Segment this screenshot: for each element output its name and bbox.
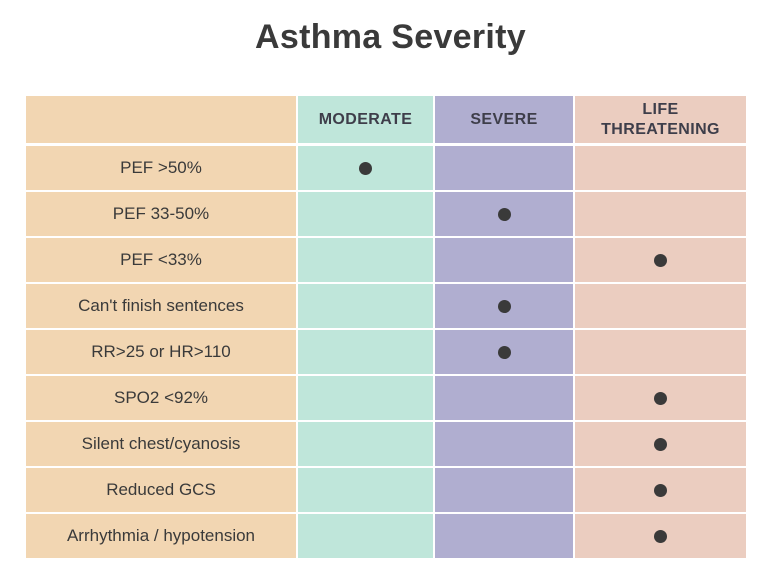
page-title: Asthma Severity	[255, 18, 526, 56]
severity-table: MODERATE SEVERE LIFE THREATENING PEF >50…	[26, 96, 746, 560]
severe-cell	[435, 284, 575, 330]
severity-dot-icon	[654, 391, 667, 405]
severity-dot-icon	[497, 207, 511, 221]
life-threatening-cell	[575, 330, 746, 376]
life-threatening-cell	[575, 376, 746, 422]
header-blank	[26, 96, 298, 146]
life-threatening-cell	[575, 468, 746, 514]
life-threatening-cell	[575, 514, 746, 560]
life-threatening-cell	[575, 284, 746, 330]
severe-cell	[435, 192, 575, 238]
severity-dot-icon	[654, 483, 667, 497]
moderate-cell	[298, 238, 435, 284]
moderate-cell	[298, 284, 435, 330]
moderate-cell	[298, 192, 435, 238]
severity-dot-icon	[497, 345, 511, 359]
row-label: PEF <33%	[26, 238, 298, 284]
severe-cell	[435, 330, 575, 376]
moderate-cell	[298, 146, 435, 192]
header-moderate: MODERATE	[298, 96, 435, 146]
row-label: Arrhythmia / hypotension	[26, 514, 298, 560]
header-life-threatening-label: LIFE THREATENING	[601, 100, 720, 138]
row-label: RR>25 or HR>110	[26, 330, 298, 376]
moderate-cell	[298, 376, 435, 422]
life-threatening-cell	[575, 146, 746, 192]
life-threatening-cell	[575, 192, 746, 238]
severe-cell	[435, 238, 575, 284]
moderate-cell	[298, 468, 435, 514]
severe-cell	[435, 468, 575, 514]
severity-dot-icon	[497, 299, 511, 313]
row-label: Reduced GCS	[26, 468, 298, 514]
moderate-cell	[298, 422, 435, 468]
severe-cell	[435, 146, 575, 192]
severe-cell	[435, 514, 575, 560]
header-life-threatening: LIFE THREATENING	[575, 96, 746, 146]
severe-cell	[435, 376, 575, 422]
severe-cell	[435, 422, 575, 468]
severity-dot-icon	[654, 253, 667, 267]
moderate-cell	[298, 514, 435, 560]
row-label: SPO2 <92%	[26, 376, 298, 422]
life-threatening-cell	[575, 422, 746, 468]
severity-dot-icon	[654, 437, 667, 451]
severity-dot-icon	[359, 161, 372, 175]
moderate-cell	[298, 330, 435, 376]
row-label: PEF 33-50%	[26, 192, 298, 238]
severity-dot-icon	[654, 529, 667, 543]
header-severe: SEVERE	[435, 96, 575, 146]
row-label: Silent chest/cyanosis	[26, 422, 298, 468]
row-label: PEF >50%	[26, 146, 298, 192]
life-threatening-cell	[575, 238, 746, 284]
row-label: Can't finish sentences	[26, 284, 298, 330]
